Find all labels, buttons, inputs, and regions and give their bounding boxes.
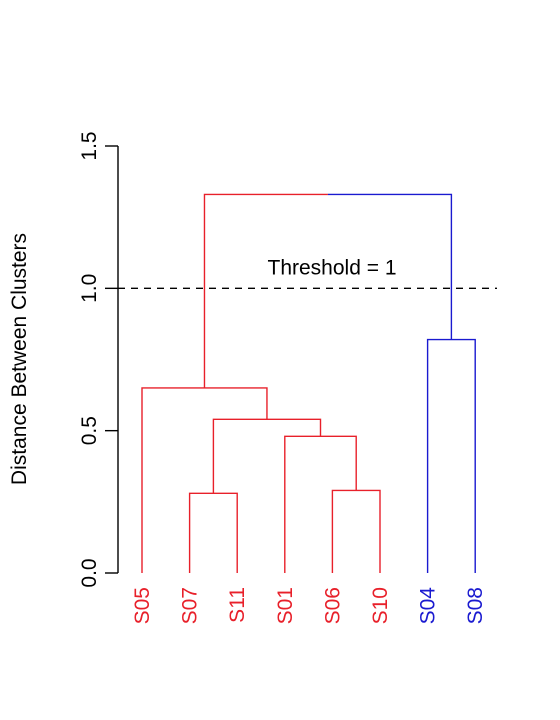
y-axis-title: Distance Between Clusters <box>8 233 31 485</box>
dendrogram-branch <box>426 338 476 573</box>
dendrogram-branches <box>141 193 476 573</box>
dendrogram-branch <box>284 435 357 573</box>
dendrogram-branch <box>141 387 268 573</box>
leaf-label: S08 <box>464 587 487 624</box>
dendrogram-branch <box>327 193 453 340</box>
dendrogram-branch <box>331 489 381 573</box>
dendrogram-branch <box>188 492 238 573</box>
y-tick-label: 1.5 <box>78 131 101 160</box>
y-tick-label: 1.0 <box>78 274 101 303</box>
y-axis: 0.0 0.5 1.0 1.5 <box>78 131 119 588</box>
leaf-label: S04 <box>417 587 440 625</box>
leaf-label: S06 <box>321 587 344 624</box>
leaf-label: S01 <box>274 587 297 624</box>
leaf-label: S10 <box>369 587 392 624</box>
leaf-labels: S05 S07 S11 S01 S06 S10 S04 S08 <box>131 587 487 625</box>
leaf-label: S11 <box>226 587 249 623</box>
dendrogram-branch <box>203 193 328 388</box>
y-tick-label: 0.5 <box>78 416 101 445</box>
leaf-label: S07 <box>179 587 202 624</box>
leaf-label: S05 <box>131 587 154 624</box>
dendrogram-branch <box>212 418 322 494</box>
threshold-label: Threshold = 1 <box>268 256 397 279</box>
y-tick-label: 0.0 <box>78 558 101 587</box>
